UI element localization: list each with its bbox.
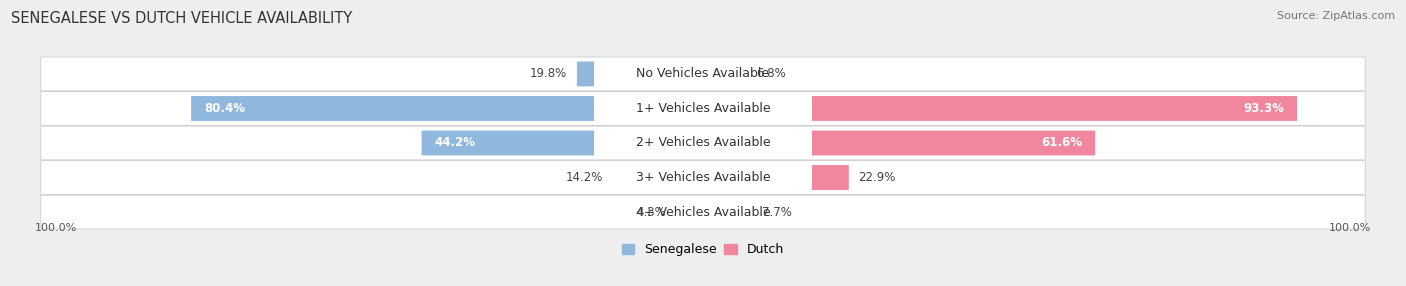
- Text: 4.3%: 4.3%: [637, 206, 666, 219]
- FancyBboxPatch shape: [613, 165, 703, 190]
- FancyBboxPatch shape: [41, 57, 1365, 91]
- Text: 100.0%: 100.0%: [35, 223, 77, 233]
- Text: 1+ Vehicles Available: 1+ Vehicles Available: [636, 102, 770, 115]
- Text: 80.4%: 80.4%: [204, 102, 245, 115]
- Text: 2+ Vehicles Available: 2+ Vehicles Available: [636, 136, 770, 150]
- FancyBboxPatch shape: [593, 61, 813, 87]
- FancyBboxPatch shape: [703, 165, 849, 190]
- FancyBboxPatch shape: [191, 96, 703, 121]
- Text: 7.7%: 7.7%: [762, 206, 792, 219]
- FancyBboxPatch shape: [41, 195, 1365, 229]
- Text: 4+ Vehicles Available: 4+ Vehicles Available: [636, 206, 770, 219]
- FancyBboxPatch shape: [676, 200, 703, 225]
- FancyBboxPatch shape: [593, 95, 813, 122]
- FancyBboxPatch shape: [703, 61, 747, 86]
- Text: No Vehicles Available: No Vehicles Available: [637, 67, 769, 80]
- FancyBboxPatch shape: [593, 199, 813, 225]
- Text: 61.6%: 61.6%: [1042, 136, 1083, 150]
- Legend: Senegalese, Dutch: Senegalese, Dutch: [617, 238, 789, 261]
- Text: 19.8%: 19.8%: [530, 67, 568, 80]
- FancyBboxPatch shape: [422, 131, 703, 155]
- FancyBboxPatch shape: [593, 164, 813, 191]
- Text: 14.2%: 14.2%: [565, 171, 603, 184]
- FancyBboxPatch shape: [576, 61, 703, 86]
- FancyBboxPatch shape: [41, 126, 1365, 160]
- Text: 6.8%: 6.8%: [756, 67, 786, 80]
- Text: 3+ Vehicles Available: 3+ Vehicles Available: [636, 171, 770, 184]
- FancyBboxPatch shape: [703, 200, 752, 225]
- Text: SENEGALESE VS DUTCH VEHICLE AVAILABILITY: SENEGALESE VS DUTCH VEHICLE AVAILABILITY: [11, 11, 353, 26]
- Text: 22.9%: 22.9%: [858, 171, 896, 184]
- Text: 100.0%: 100.0%: [1329, 223, 1371, 233]
- FancyBboxPatch shape: [41, 161, 1365, 194]
- Text: 44.2%: 44.2%: [434, 136, 475, 150]
- FancyBboxPatch shape: [703, 96, 1296, 121]
- Text: 93.3%: 93.3%: [1243, 102, 1284, 115]
- FancyBboxPatch shape: [703, 131, 1095, 155]
- FancyBboxPatch shape: [41, 92, 1365, 125]
- FancyBboxPatch shape: [593, 130, 813, 156]
- Text: Source: ZipAtlas.com: Source: ZipAtlas.com: [1277, 11, 1395, 21]
